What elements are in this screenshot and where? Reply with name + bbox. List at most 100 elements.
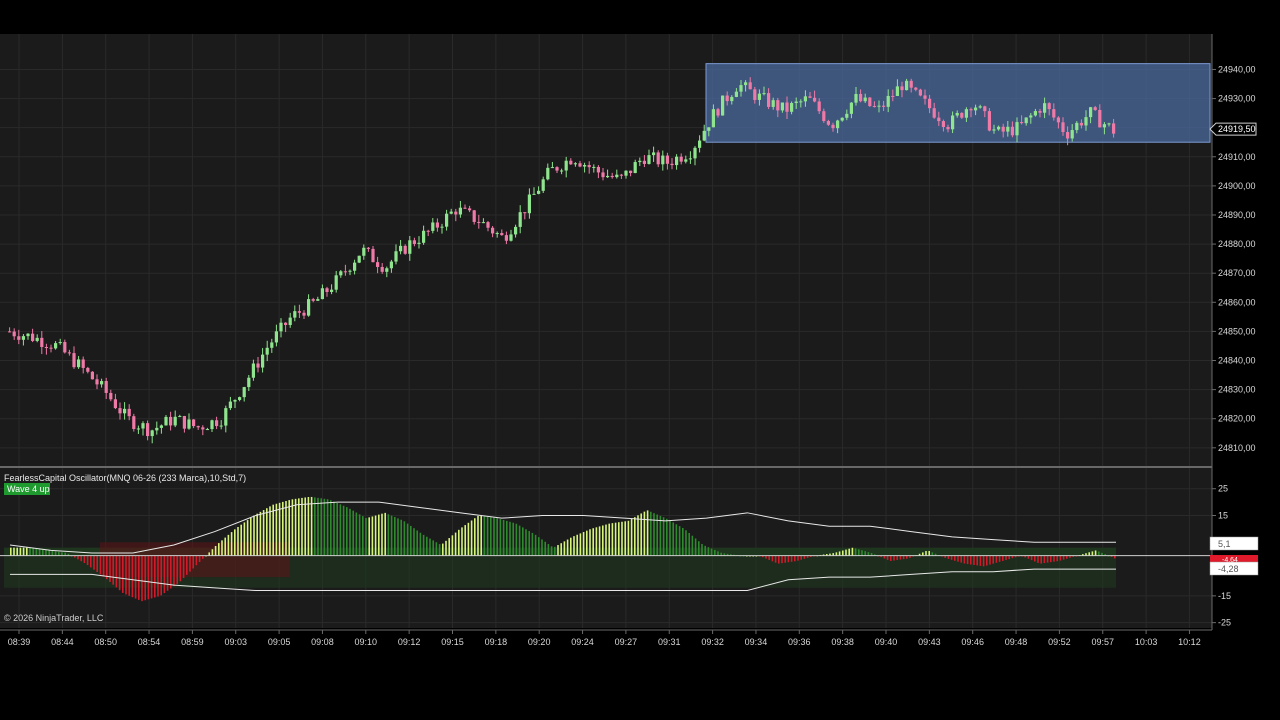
candle-body	[661, 155, 665, 165]
osc-histogram-bar	[653, 513, 655, 556]
oscillator-histogram	[10, 496, 1116, 602]
osc-histogram-bar	[166, 555, 169, 591]
candle-body	[596, 166, 600, 173]
price-tick-label: 24930,00	[1218, 94, 1256, 104]
osc-histogram-bar	[38, 549, 41, 556]
osc-histogram-bar	[1088, 552, 1090, 556]
osc-histogram-bar	[413, 528, 415, 556]
candle-body	[1070, 130, 1074, 139]
candle-body	[817, 101, 821, 112]
time-axis[interactable]: 08:39 08:44 08:50 08:54 08:59 09:03 09:05 09:08…	[0, 629, 1212, 647]
candle-body	[1056, 117, 1060, 123]
osc-histogram-bar	[253, 515, 255, 556]
osc-histogram-bar	[662, 517, 665, 556]
candle-body	[353, 262, 357, 271]
osc-histogram-bar	[698, 541, 700, 556]
osc-histogram-bar	[198, 555, 201, 563]
osc-histogram-bar	[602, 525, 604, 556]
osc-histogram-bar	[1014, 555, 1017, 558]
osc-histogram-bar	[842, 550, 844, 556]
price-tick-label: 24850,00	[1218, 326, 1256, 336]
osc-histogram-bar	[298, 498, 300, 556]
osc-histogram-bar	[445, 540, 447, 556]
osc-histogram-bar	[589, 529, 591, 556]
osc-histogram-bar	[355, 512, 358, 556]
candle-body	[417, 242, 421, 244]
osc-histogram-bar	[237, 526, 239, 556]
osc-histogram-bar	[797, 555, 799, 561]
candle-body	[357, 255, 361, 263]
osc-histogram-bar	[352, 510, 354, 556]
osc-histogram-bar	[1104, 554, 1106, 556]
candle-body	[909, 80, 913, 88]
candle-body	[228, 401, 232, 409]
osc-histogram-bar	[1114, 555, 1116, 559]
osc-histogram-bar	[256, 513, 258, 556]
candle-body	[274, 331, 278, 343]
osc-histogram-bar	[928, 550, 930, 556]
candle-body	[803, 96, 807, 102]
candle-body	[21, 336, 25, 340]
osc-histogram-bar	[403, 521, 406, 556]
candle-body	[610, 175, 614, 178]
osc-histogram-bar	[582, 532, 585, 556]
osc-histogram-bar	[1082, 554, 1084, 556]
candle-body	[320, 288, 324, 300]
candle-body	[978, 106, 982, 108]
osc-histogram-bar	[154, 555, 156, 598]
candle-body	[155, 427, 159, 431]
candle-body	[1047, 103, 1051, 110]
candle-body	[279, 322, 283, 332]
candle-body	[790, 103, 794, 112]
candle-body	[886, 95, 890, 107]
osc-histogram-bar	[678, 526, 681, 556]
candle-body	[629, 170, 633, 174]
candle-body	[822, 111, 826, 122]
candle-body	[481, 222, 485, 224]
osc-histogram-bar	[630, 518, 633, 556]
time-tick-label: 09:46	[961, 637, 984, 647]
osc-histogram-bar	[272, 504, 274, 556]
osc-histogram-bar	[435, 542, 438, 556]
osc-histogram-bar	[211, 549, 214, 556]
osc-histogram-bar	[288, 500, 290, 556]
osc-histogram-bar	[230, 532, 233, 556]
osc-histogram-bar	[685, 530, 687, 556]
osc-histogram-bar	[454, 532, 457, 556]
osc-histogram-bar	[586, 530, 588, 556]
price-tick-label: 24880,00	[1218, 239, 1256, 249]
consolidation-zone[interactable]	[705, 63, 1211, 143]
candle-body	[454, 211, 458, 215]
osc-histogram-bar	[710, 548, 713, 556]
osc-histogram-bar	[134, 555, 137, 599]
candle-body	[67, 352, 71, 354]
candle-body	[307, 299, 311, 316]
candle-body	[564, 160, 568, 171]
osc-value-tag-upper: 5,1	[1218, 539, 1231, 549]
osc-histogram-bar	[1066, 555, 1068, 559]
osc-histogram-bar	[160, 555, 162, 596]
osc-histogram-bar	[973, 555, 975, 565]
osc-histogram-bar	[730, 554, 732, 556]
osc-histogram-bar	[397, 518, 399, 556]
osc-histogram-bar	[1101, 552, 1103, 556]
candle-body	[785, 102, 789, 112]
osc-histogram-bar	[714, 549, 716, 556]
osc-histogram-bar	[170, 555, 172, 589]
candle-body	[739, 85, 743, 92]
osc-histogram-bar	[1034, 555, 1036, 562]
time-tick-label: 08:44	[51, 637, 74, 647]
osc-histogram-bar	[240, 524, 242, 556]
indicator-label: FearlessCapital Oscillator(MNQ 06-26 (23…	[4, 473, 246, 483]
oscillator-axis[interactable]: 25 15 -15 -25	[1212, 484, 1231, 628]
last-price-tag: 24919,50	[1209, 122, 1257, 136]
candle-body	[826, 121, 830, 125]
candle-body	[348, 270, 352, 272]
osc-histogram-bar	[1072, 555, 1074, 557]
osc-histogram-bar	[451, 535, 454, 556]
candle-body	[569, 160, 573, 165]
candle-body	[541, 179, 545, 191]
osc-histogram-bar	[694, 538, 697, 556]
candle-body	[509, 234, 513, 241]
